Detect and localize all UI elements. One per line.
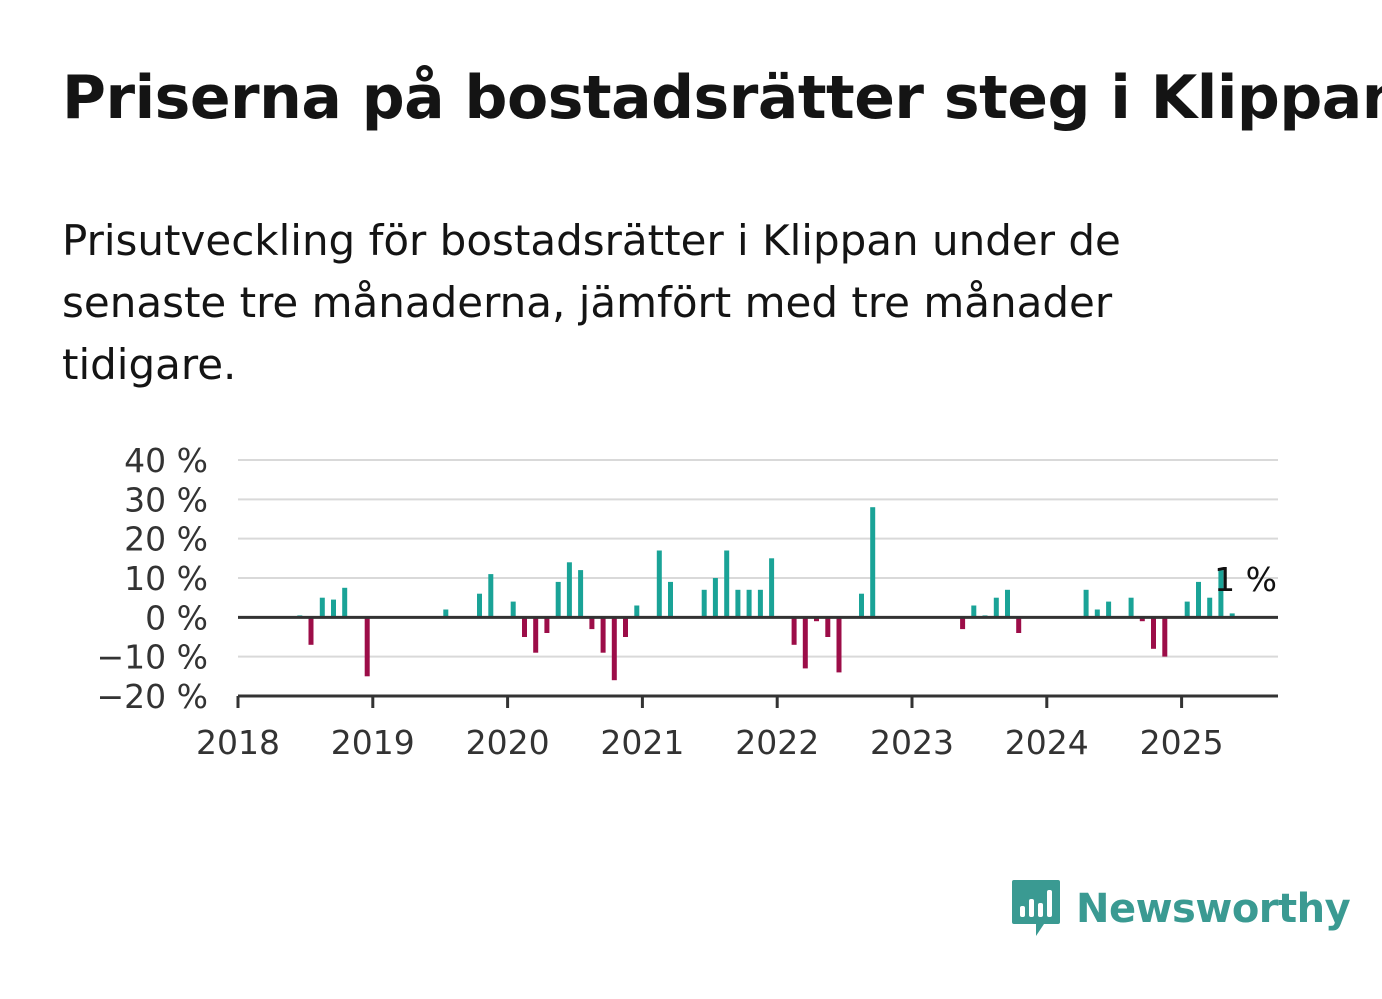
x-tick-label: 2020: [466, 723, 550, 762]
bar: [578, 570, 584, 618]
bar: [510, 601, 516, 618]
x-tick-label: 2022: [735, 723, 819, 762]
bar: [1162, 617, 1168, 657]
x-tick-label: 2024: [1005, 723, 1089, 762]
y-tick-label: 20 %: [124, 520, 208, 559]
x-tick-label: 2019: [331, 723, 415, 762]
bar: [668, 581, 673, 618]
bar: [757, 589, 763, 618]
y-tick-label: 0 %: [145, 598, 208, 637]
bar: [971, 605, 977, 618]
bar: [825, 617, 831, 637]
bar: [566, 562, 572, 618]
bar-series: [297, 507, 1235, 681]
bar: [611, 617, 617, 681]
bar: [735, 589, 741, 618]
chart-title: Priserna på bostadsrätter steg i Klippan: [62, 63, 1382, 133]
bar: [623, 617, 628, 637]
bar: [712, 578, 718, 618]
x-tick-label: 2023: [870, 723, 954, 762]
bar: [1196, 581, 1201, 618]
bar: [769, 558, 775, 618]
x-tick-label: 2018: [196, 723, 280, 762]
bar: [555, 581, 561, 618]
bar: [701, 589, 707, 618]
bar: [364, 617, 370, 677]
bar: [443, 609, 449, 618]
bar: [814, 617, 819, 622]
bar: [1083, 589, 1089, 618]
bar: [859, 593, 864, 618]
newsworthy-logo: Newsworthy: [1010, 878, 1351, 940]
x-tick-label: 2025: [1140, 723, 1224, 762]
bar: [993, 597, 999, 618]
axes: [236, 615, 1278, 708]
bar: [1005, 589, 1010, 618]
bar-chart: 40 %30 %20 %10 %0 %−10 %−20 % 2018 2019 202…: [97, 441, 1278, 762]
bar: [1184, 601, 1190, 618]
y-tick-label: 40 %: [124, 441, 208, 480]
bar: [1207, 597, 1213, 618]
bar: [724, 550, 730, 618]
y-tick-label: 30 %: [124, 480, 208, 519]
y-tick-label: −10 %: [97, 638, 209, 677]
bar: [960, 617, 966, 630]
bar: [308, 617, 314, 645]
bar: [791, 617, 797, 645]
bar: [802, 617, 808, 669]
bar: [533, 617, 539, 653]
bar: [836, 617, 842, 673]
bar: [319, 597, 325, 618]
chart-subtitle: Prisutveckling för bostadsrätter i Klipp…: [62, 216, 1121, 389]
bar: [600, 617, 606, 653]
grid-lines: [238, 459, 1278, 658]
bar: [1094, 609, 1100, 618]
bar: [870, 507, 876, 618]
bar: [342, 587, 348, 618]
bar: [746, 589, 752, 618]
bar: [1128, 597, 1134, 618]
x-tick-label: 2021: [600, 723, 684, 762]
bar: [1218, 570, 1224, 618]
y-tick-label: 10 %: [124, 559, 208, 598]
brand-name: Newsworthy: [1076, 886, 1351, 932]
bar: [1229, 613, 1235, 618]
bar: [488, 574, 494, 618]
y-tick-label: −20 %: [97, 677, 209, 716]
newsworthy-logo-icon: [1012, 880, 1060, 936]
bar: [589, 617, 595, 630]
latest-value-label: 1 %: [1214, 560, 1277, 599]
bar: [544, 617, 550, 633]
bar: [477, 593, 482, 618]
bar: [522, 617, 527, 637]
bar: [331, 599, 336, 618]
bar: [1139, 617, 1145, 622]
bar: [1016, 617, 1022, 633]
tick-labels: 40 %30 %20 %10 %0 %−10 %−20 % 2018 2019 202…: [97, 441, 1277, 762]
bar: [1106, 601, 1112, 618]
bar: [656, 550, 662, 618]
bar: [634, 605, 640, 618]
bar: [1151, 617, 1156, 649]
